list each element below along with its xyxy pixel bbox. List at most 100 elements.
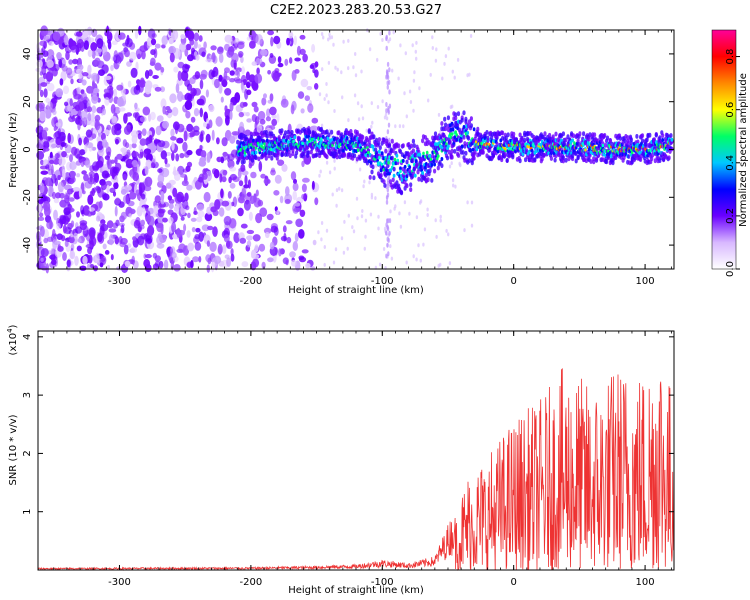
spectrogram-cell	[161, 35, 168, 46]
spectrogram-cell	[145, 204, 149, 212]
spectrogram-cell	[291, 259, 297, 267]
spectrogram-cell	[80, 110, 88, 122]
spectrogram-cell	[41, 65, 47, 76]
spectrogram-cell	[150, 111, 156, 121]
spectrogram-cell	[230, 248, 234, 256]
spectrogram-cell	[220, 188, 224, 199]
spectrogram-cell	[216, 137, 220, 145]
spectrogram-cell	[458, 161, 461, 166]
spectrogram-cell	[247, 151, 251, 156]
spectrogram-cell	[228, 218, 237, 229]
spectrogram-cell	[122, 194, 130, 204]
spectrogram-cell	[221, 176, 227, 183]
spectrogram-cell	[281, 151, 285, 157]
spectrogram-cell	[418, 86, 421, 91]
spectrogram-cell	[47, 101, 53, 111]
spectrogram-cell	[135, 61, 139, 72]
spectrogram-cell	[561, 131, 566, 137]
spectrogram-cell	[280, 98, 289, 108]
spectrogram-cell	[466, 200, 469, 205]
spectrogram-cell	[378, 262, 382, 267]
spectrogram-cell	[123, 125, 132, 135]
spectrogram-cell	[385, 102, 388, 107]
spectrogram-cell	[273, 226, 279, 236]
spectrogram-cell	[94, 120, 101, 131]
spectrogram-cell	[367, 150, 370, 155]
spectrogram-y-ticks: -40 -20 0 20 40	[22, 48, 674, 253]
spectrogram-cell	[274, 174, 282, 184]
spectrogram-cell	[582, 131, 586, 137]
spectrogram-cell	[603, 133, 607, 138]
spectrogram-cell	[360, 214, 364, 219]
spectrogram-cell	[419, 161, 423, 167]
spectrogram-cell	[312, 239, 317, 246]
spectrogram-cell	[553, 157, 557, 163]
y-tick-label: 4	[22, 334, 33, 340]
spectrogram-cell	[64, 101, 69, 107]
spectrogram-cell	[45, 71, 54, 82]
spectrogram-cell	[218, 53, 224, 63]
spectrogram-cell	[49, 219, 53, 230]
spectrogram-cell	[295, 218, 304, 228]
spectrogram-cell	[399, 169, 402, 174]
spectrogram-cell	[248, 211, 253, 221]
spectrogram-cell	[294, 202, 301, 207]
spectrogram-cell	[385, 116, 389, 121]
spectrogram-cell	[184, 92, 193, 101]
spectrogram-cell	[112, 166, 120, 174]
spectrogram-cell	[193, 108, 200, 117]
spectrogram-cell	[70, 78, 74, 85]
spectrogram-cell	[424, 172, 428, 178]
spectrogram-cell	[571, 153, 575, 159]
spectrogram-cell	[55, 136, 62, 146]
spectrogram-cell	[61, 65, 68, 72]
spectrogram-cell	[428, 168, 432, 174]
spectrogram-cell	[401, 158, 405, 163]
spectrogram-cell	[592, 159, 596, 165]
spectrogram-cell	[379, 172, 383, 178]
spectrogram-cell	[180, 216, 185, 221]
colorbar-ticks: 0.0 0.2 0.4 0.6 0.8	[725, 49, 740, 277]
spectrogram-cell	[285, 259, 289, 266]
spectrogram-cell	[82, 190, 86, 195]
x-tick-label: -100	[371, 276, 394, 287]
spectrogram-cell	[294, 154, 298, 159]
spectrogram-cell	[182, 63, 190, 74]
spectrogram-cell	[388, 30, 391, 36]
spectrogram-cell	[303, 154, 312, 165]
spectrogram-cell	[184, 192, 189, 202]
spectrogram-cell	[411, 148, 415, 154]
spectrogram-cell	[145, 254, 152, 259]
spectrogram-cell	[48, 40, 54, 47]
spectrogram-cell	[311, 43, 316, 53]
spectrogram-cell	[39, 212, 44, 218]
spectrogram-cell	[629, 137, 634, 143]
spectrogram-cell	[137, 133, 142, 140]
spectrogram-cell	[101, 44, 108, 56]
spectrogram-cell	[57, 174, 61, 181]
spectrogram-cell	[285, 220, 293, 225]
spectrogram-cell	[248, 162, 253, 169]
spectrogram-cell	[100, 223, 109, 232]
spectrogram-cell	[201, 51, 206, 58]
spectrogram-cell	[421, 138, 425, 144]
spectrogram-cell	[187, 212, 191, 219]
spectrogram-cell	[136, 205, 143, 217]
spectrogram-cell	[340, 188, 344, 193]
spectrogram-cell	[39, 110, 47, 122]
spectrogram-cell	[371, 164, 375, 170]
spectrogram-cell	[427, 98, 430, 103]
spectrogram-cell	[70, 45, 78, 53]
spectrogram-cell	[237, 169, 242, 179]
spectrogram-cell	[277, 159, 285, 166]
spectrogram-cell	[66, 259, 71, 268]
spectrogram-cell	[444, 126, 448, 132]
spectrogram-cell	[548, 132, 552, 138]
spectrogram-cell	[68, 235, 75, 244]
spectrogram-cell	[325, 228, 329, 233]
spectrogram-cell	[360, 69, 363, 74]
spectrogram-cell	[246, 191, 252, 197]
spectrogram-cell	[63, 142, 68, 149]
spectrogram-cell	[370, 124, 373, 129]
spectrogram-cell	[425, 150, 429, 155]
